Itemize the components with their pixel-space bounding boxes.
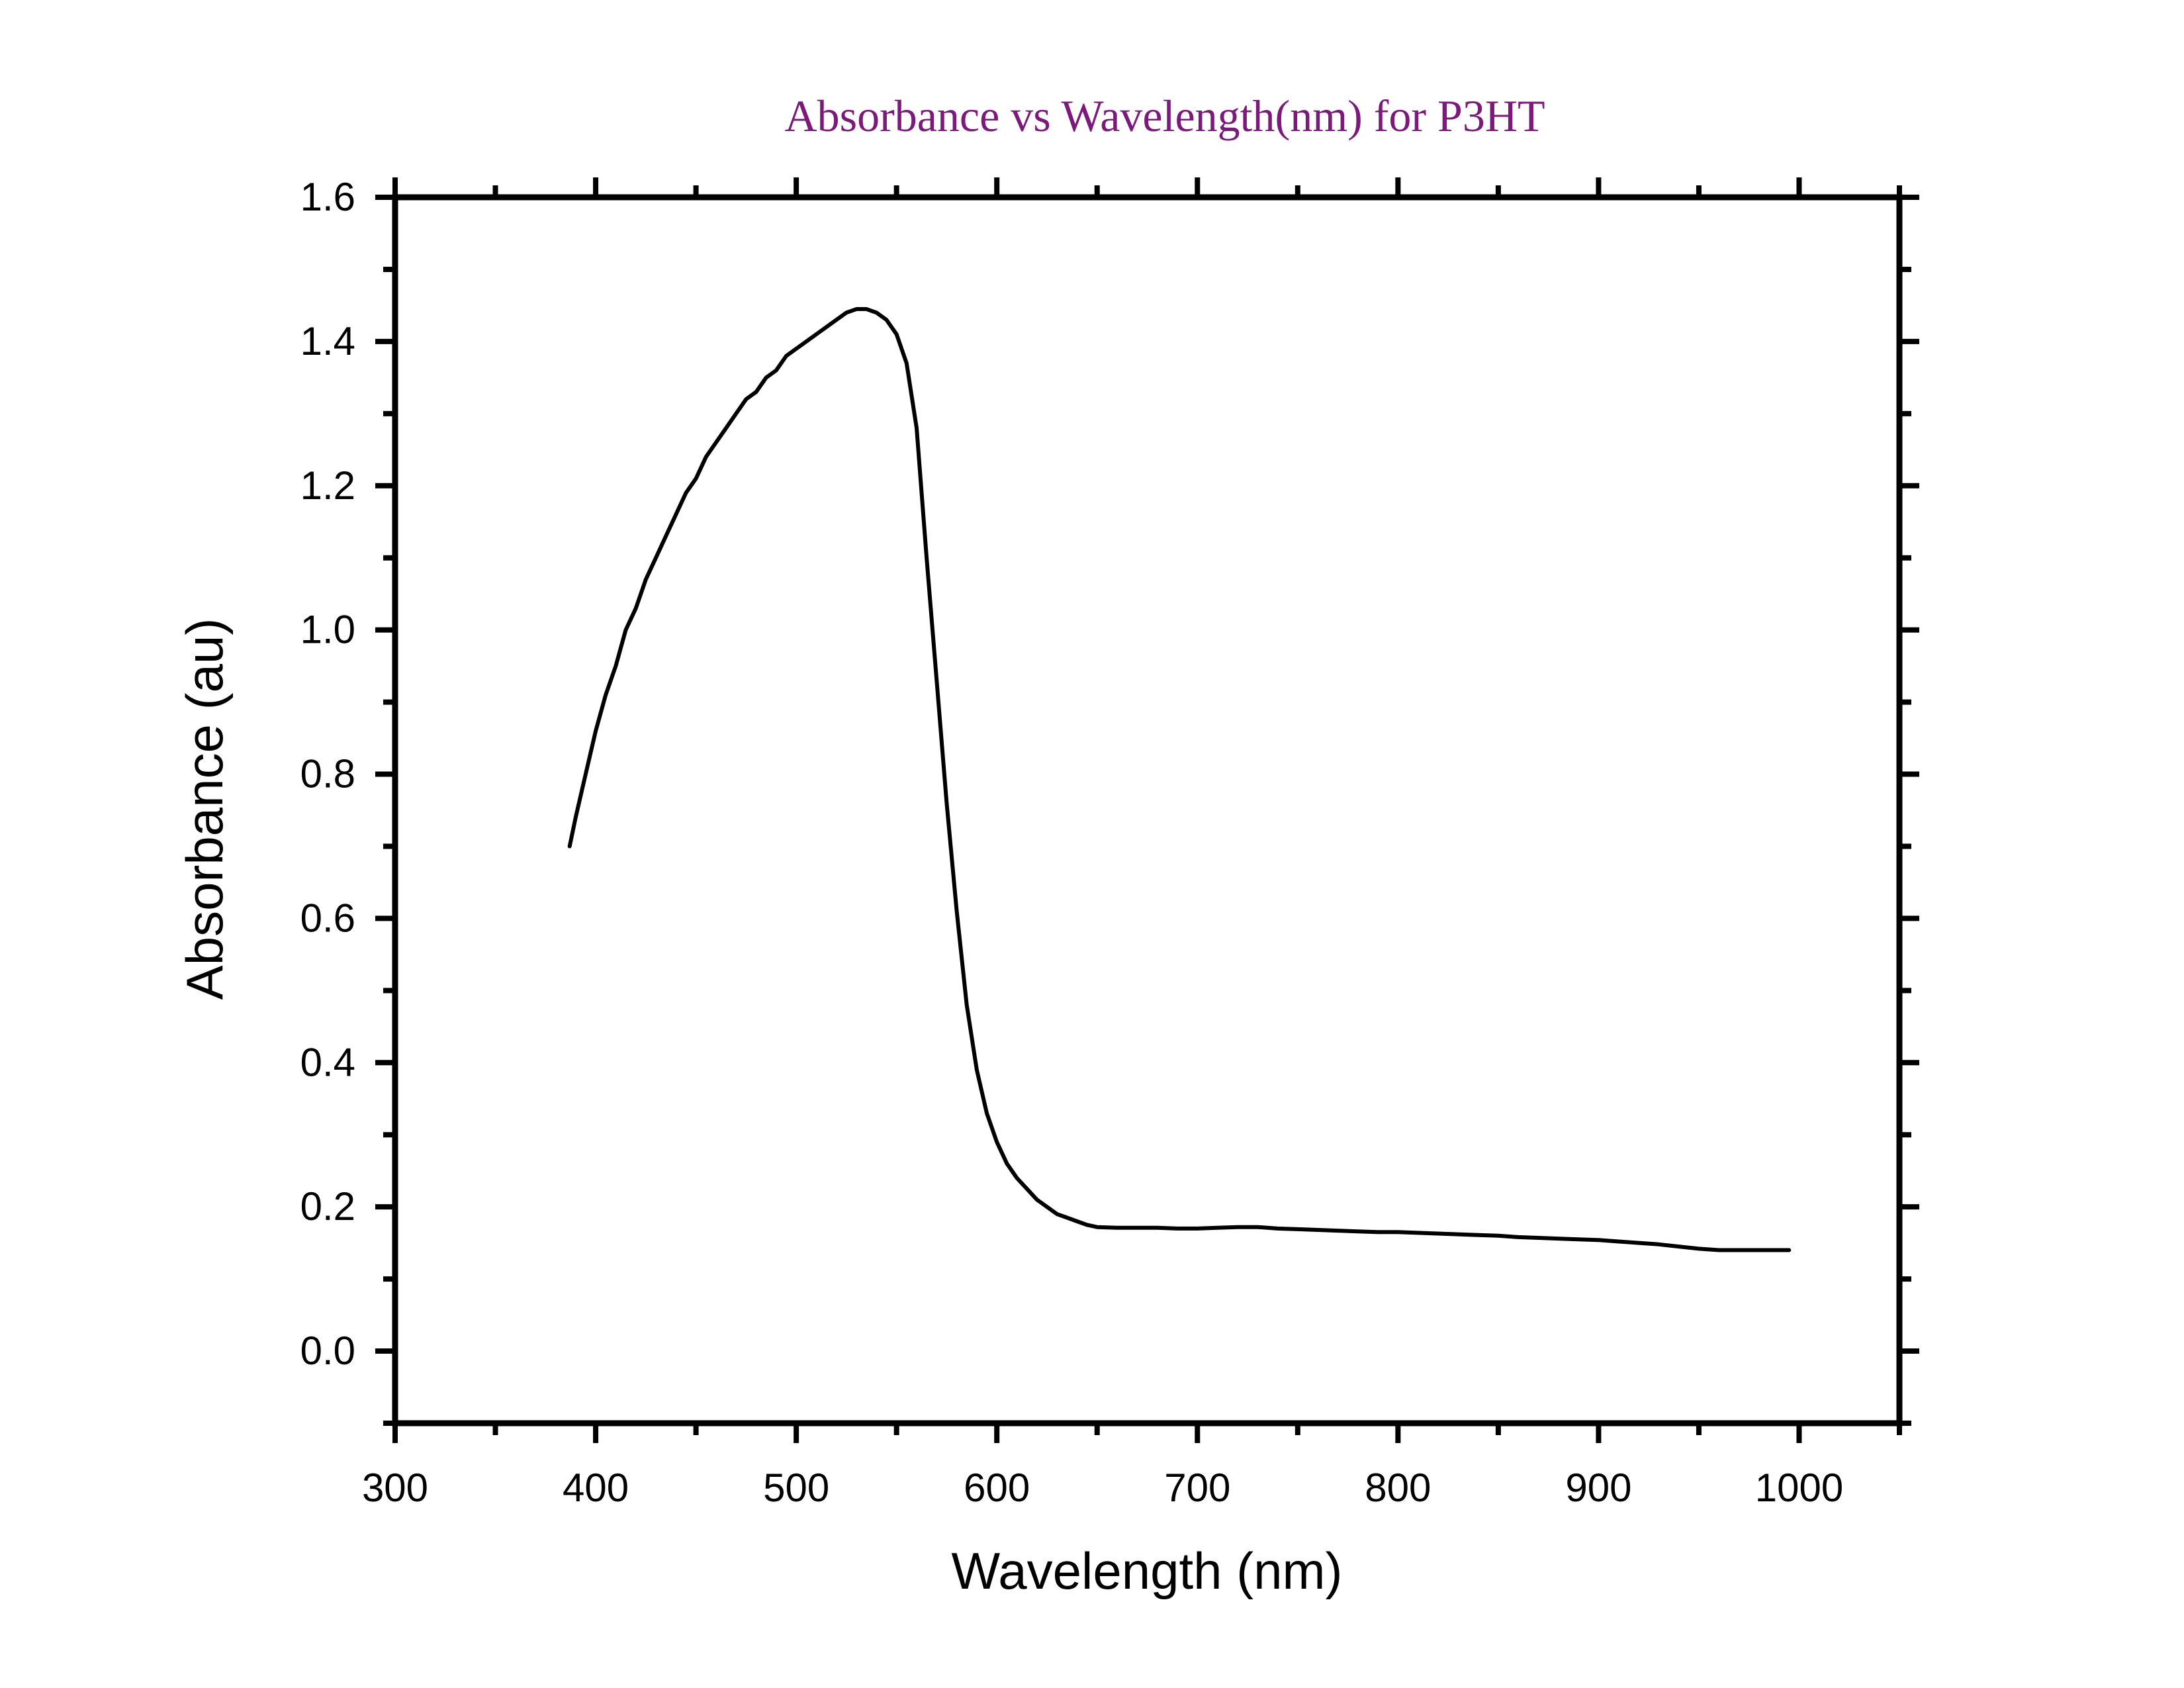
x-axis-label: Wavelength (nm) xyxy=(952,1542,1343,1600)
x-tick-label: 900 xyxy=(1565,1466,1631,1510)
y-tick-label: 0.4 xyxy=(300,1040,355,1084)
y-tick-label: 0.6 xyxy=(300,896,355,940)
absorbance-series-line xyxy=(567,306,1792,1252)
x-tick-label: 600 xyxy=(964,1466,1030,1510)
x-tick-label: 500 xyxy=(763,1466,829,1510)
y-tick-label: 1.6 xyxy=(300,175,355,219)
chart-title: Absorbance vs Wavelength(nm) for P3HT xyxy=(785,91,1545,141)
plot-frame xyxy=(392,194,1903,1427)
y-axis-label: Absorbance (au) xyxy=(175,618,234,1000)
x-tick-label: 800 xyxy=(1365,1466,1431,1510)
y-tick-label: 0.0 xyxy=(300,1329,355,1373)
y-tick-label: 0.8 xyxy=(300,752,355,796)
y-tick-label: 1.0 xyxy=(300,608,355,652)
x-tick-label: 700 xyxy=(1164,1466,1230,1510)
x-axis-ticks: 300 400 500 600 700 800 900 1000 xyxy=(362,177,1902,1510)
y-tick-label: 0.2 xyxy=(300,1184,355,1229)
y-axis-ticks: 0.0 0.2 0.4 0.6 0.8 1.0 1.2 1.4 1.6 xyxy=(300,175,1919,1426)
x-tick-label: 400 xyxy=(563,1466,629,1510)
y-tick-label: 1.2 xyxy=(300,463,355,508)
x-tick-label: 1000 xyxy=(1755,1466,1843,1510)
x-tick-label: 300 xyxy=(362,1466,428,1510)
y-tick-label: 1.4 xyxy=(300,319,355,363)
